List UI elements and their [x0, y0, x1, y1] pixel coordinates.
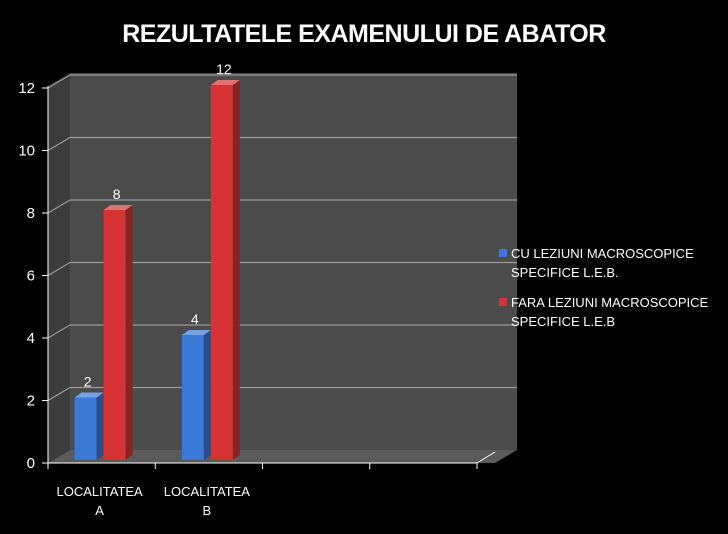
y-tick-label: 6 [27, 268, 35, 285]
legend-swatch [499, 249, 507, 257]
y-tick-label: 10 [18, 143, 35, 160]
y-tick-label: 0 [27, 455, 35, 472]
y-tick-label: 12 [18, 80, 35, 97]
bar-front [103, 210, 126, 460]
bar [210, 80, 240, 460]
x-category-label: LOCALITATEA [164, 484, 251, 499]
bar-side [232, 80, 240, 460]
y-tick-label: 8 [27, 205, 35, 222]
bar-front [181, 335, 204, 460]
x-category-label: LOCALITATEA [57, 484, 144, 499]
legend-label: CU LEZIUNI MACROSCOPICE [511, 246, 694, 261]
floor [48, 450, 517, 463]
bar-top [103, 205, 133, 210]
x-category-label: B [203, 503, 212, 518]
side-wall [48, 73, 70, 463]
bar-side [96, 392, 104, 460]
data-label: 2 [84, 374, 92, 390]
bar-top [74, 392, 104, 398]
bar-top [210, 80, 240, 85]
chart-title: REZULTATELE EXAMENULUI DE ABATOR [122, 20, 606, 48]
gridline-side [47, 261, 71, 277]
gridline-side [47, 324, 71, 339]
gridline-side [47, 136, 71, 152]
bar-side [125, 205, 133, 460]
data-label: 4 [191, 311, 199, 327]
gridline-side [47, 74, 71, 89]
bar-front [74, 397, 97, 460]
bar [181, 330, 211, 460]
data-label: 12 [216, 61, 232, 77]
back-wall [70, 73, 517, 450]
bar-side [203, 330, 211, 460]
bar-top [181, 330, 211, 335]
x-axis-end [476, 451, 496, 464]
y-tick-label: 4 [27, 330, 35, 347]
x-category-label: A [95, 503, 104, 518]
bar-front [210, 85, 233, 460]
legend-swatch [499, 298, 507, 306]
legend-label: FARA LEZIUNI MACROSCOPICE [511, 295, 709, 310]
legend-label: SPECIFICE L.E.B [511, 314, 615, 329]
plot-area: 0 2 4 6 8 10 12 LOCALITATEA A LOCALITATEA B 2 4 8 12 [18, 61, 517, 518]
gridline-side [47, 386, 71, 402]
bar [103, 205, 133, 460]
data-label: 8 [113, 186, 121, 202]
bar [74, 392, 104, 460]
legend: CU LEZIUNI MACROSCOPICE SPECIFICE L.E.B. F… [499, 246, 709, 329]
gridline-side [47, 199, 71, 214]
legend-label: SPECIFICE L.E.B. [511, 265, 619, 280]
y-tick-label: 2 [27, 393, 35, 410]
